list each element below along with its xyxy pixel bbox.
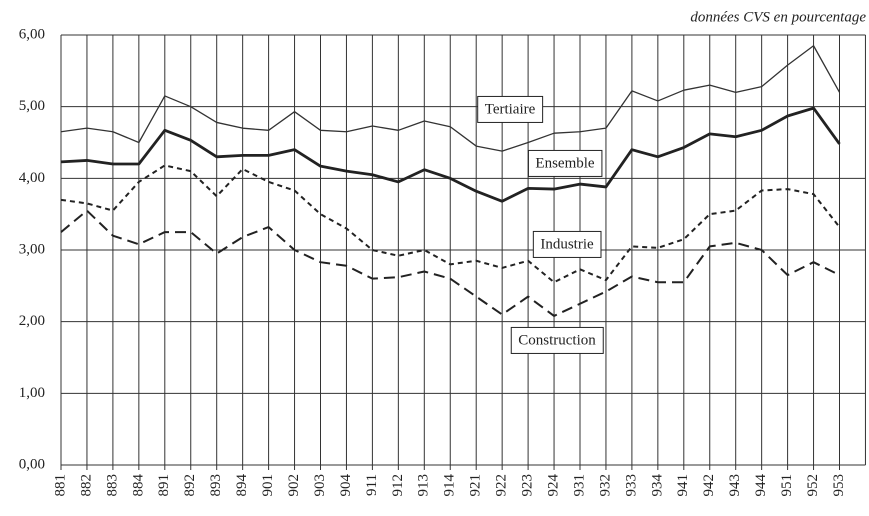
x-tick-label: 932: [597, 474, 613, 497]
legend-box: [527, 149, 603, 177]
x-tick-label: 881: [52, 474, 68, 497]
x-tick-label: 934: [649, 474, 665, 497]
x-tick-label: 903: [312, 474, 328, 497]
x-tick-label: 953: [831, 474, 847, 497]
x-tick-label: 924: [545, 474, 561, 497]
x-tick-label: 904: [338, 474, 354, 497]
x-tick-label: 893: [208, 474, 224, 497]
chart-subtitle: données CVS en pourcentage: [690, 9, 866, 25]
y-tick-label: 1,00: [19, 385, 45, 401]
x-tick-label: 913: [416, 474, 432, 497]
x-tick-label: 902: [286, 474, 302, 497]
legend-label: Tertiaire: [485, 101, 536, 117]
x-tick-label: 914: [442, 474, 458, 497]
x-tick-label: 911: [364, 474, 380, 496]
x-tick-label: 891: [156, 474, 172, 497]
y-tick-label: 5,00: [19, 98, 45, 114]
x-tick-label: 882: [78, 474, 94, 497]
x-tick-label: 941: [675, 474, 691, 497]
x-tick-label: 894: [234, 474, 250, 497]
x-tick-label: 933: [623, 474, 639, 497]
y-tick-label: 4,00: [19, 170, 45, 186]
y-tick-label: 3,00: [19, 241, 45, 257]
x-tick-label: 912: [390, 474, 406, 497]
x-tick-label: 951: [779, 474, 795, 497]
x-tick-label: 883: [104, 474, 120, 497]
legend-label: Industrie: [540, 236, 594, 252]
legend-box: [510, 326, 604, 354]
x-tick-label: 931: [571, 474, 587, 497]
series-line: [60, 106, 841, 203]
legend-label: Ensemble: [535, 155, 594, 171]
x-tick-label: 922: [494, 474, 510, 497]
x-tick-label: 952: [805, 474, 821, 497]
x-tick-label: 944: [753, 474, 769, 497]
legend-box: [477, 95, 544, 123]
y-tick-label: 0,00: [19, 456, 45, 472]
y-tick-label: 2,00: [19, 313, 45, 329]
x-tick-label: 921: [468, 474, 484, 497]
x-tick-label: 884: [130, 474, 146, 497]
legend-label: Construction: [518, 332, 596, 348]
legend-box: [532, 230, 602, 258]
x-tick-label: 943: [727, 474, 743, 497]
x-tick-label: 942: [701, 474, 717, 497]
x-tick-label: 892: [182, 474, 198, 497]
x-tick-label: 923: [520, 474, 536, 497]
series-line: [60, 164, 841, 284]
series-line: [60, 209, 840, 317]
y-tick-label: 6,00: [19, 26, 45, 42]
series-line: [60, 45, 841, 152]
x-tick-label: 901: [260, 474, 276, 497]
